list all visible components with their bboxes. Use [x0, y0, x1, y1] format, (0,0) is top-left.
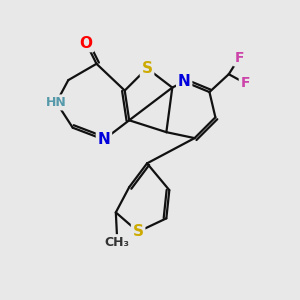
- Text: F: F: [234, 51, 244, 65]
- Text: CH₃: CH₃: [105, 236, 130, 249]
- Text: N: N: [98, 132, 110, 147]
- Text: S: S: [142, 61, 152, 76]
- Text: F: F: [240, 76, 250, 90]
- Text: HN: HN: [46, 96, 67, 109]
- Text: S: S: [133, 224, 144, 239]
- Text: O: O: [80, 35, 93, 50]
- Text: N: N: [178, 74, 190, 89]
